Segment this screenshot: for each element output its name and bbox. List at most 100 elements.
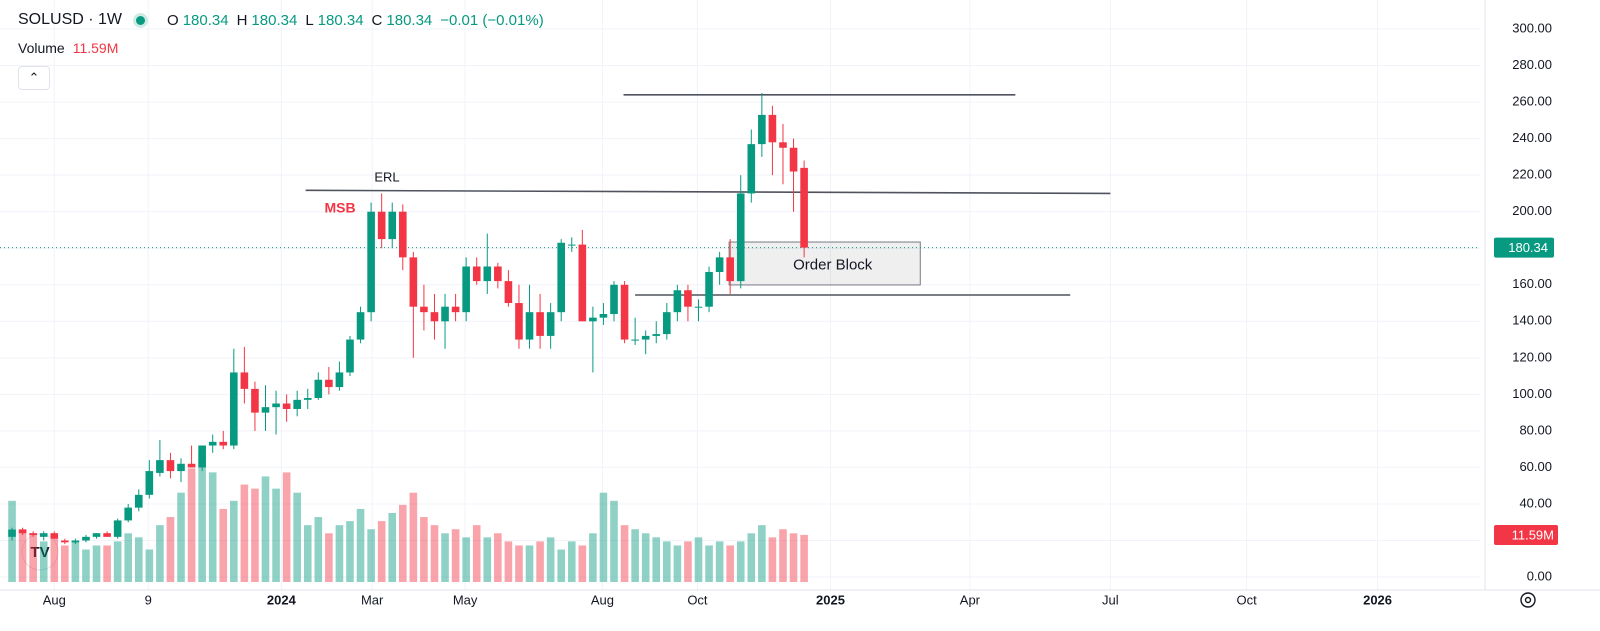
volume-bar: [134, 537, 143, 582]
y-tick-label: 100.00: [1512, 386, 1552, 401]
volume-bar: [715, 541, 724, 582]
volume-bar: [156, 525, 164, 582]
candle-body: [187, 463, 196, 468]
volume-bar: [145, 549, 154, 582]
ohlc-value: 180.34: [182, 11, 229, 29]
candle-body: [367, 211, 375, 313]
volume-bar: [578, 545, 587, 582]
candle-body: [39, 533, 48, 537]
candle-body: [620, 284, 629, 340]
volume-bar: [631, 529, 639, 582]
x-tick-label: 2026: [1363, 592, 1392, 607]
candle-body: [663, 312, 671, 335]
svg-text:TV: TV: [30, 544, 49, 561]
candle-body: [103, 533, 111, 537]
x-tick-label: May: [453, 592, 478, 607]
candle-body: [758, 114, 766, 145]
y-tick-label: 40.00: [1519, 495, 1552, 510]
volume-bar: [377, 521, 386, 582]
candle-body: [61, 540, 69, 543]
volume-bar: [694, 537, 703, 582]
volume-bar: [293, 492, 301, 582]
msb-label: MSB: [324, 200, 355, 216]
candle-body: [578, 244, 587, 322]
order-block: [728, 241, 921, 286]
y-tick-label: 200.00: [1512, 203, 1552, 218]
candle-body: [599, 313, 608, 318]
volume-bar: [525, 545, 534, 582]
volume-bar: [663, 541, 671, 582]
candle-body: [134, 494, 143, 508]
candle-body: [388, 211, 397, 240]
erl-label: ERL: [374, 169, 399, 184]
volume-bar: [230, 500, 238, 582]
x-tick-label: Oct: [687, 592, 708, 607]
candle-body: [124, 507, 133, 521]
settings-icon[interactable]: [1520, 592, 1536, 608]
ohlc-key: O: [167, 11, 179, 29]
volume-bar: [800, 534, 808, 582]
volume-bar: [726, 545, 734, 582]
volume-bar: [71, 541, 80, 582]
volume-bar: [187, 468, 196, 582]
candle-body: [71, 540, 80, 543]
candle-body: [673, 290, 682, 313]
candle-body: [652, 334, 661, 336]
y-tick-label: 0.00: [1527, 568, 1552, 583]
candle-body: [18, 529, 27, 534]
volume-bar: [652, 537, 661, 582]
candle-body: [261, 407, 270, 413]
candle-body: [82, 536, 90, 541]
candle-body: [536, 312, 544, 336]
x-tick-label: 2025: [816, 592, 845, 607]
volume-legend: Volume 11.59M: [18, 40, 118, 56]
volume-bar: [420, 517, 428, 582]
collapse-button[interactable]: ⌃: [18, 66, 50, 90]
volume-bar: [282, 472, 291, 582]
y-tick-label: 160.00: [1512, 276, 1552, 291]
candle-body: [251, 388, 259, 413]
volume-bar: [610, 500, 618, 582]
x-tick-label: 2024: [267, 592, 297, 607]
y-tick-label: 240.00: [1512, 130, 1552, 145]
y-tick-label: 120.00: [1512, 349, 1552, 364]
volume-bar: [39, 541, 48, 582]
ohlc-key: L: [305, 11, 314, 29]
candle-body: [335, 372, 344, 388]
volume-bar: [483, 537, 492, 582]
ohlc-key: C: [371, 11, 383, 29]
y-tick-label: 220.00: [1512, 167, 1552, 182]
volume-bar: [515, 545, 523, 582]
candle-body: [800, 167, 808, 248]
change: −0.01 (−0.01%): [440, 11, 544, 29]
x-tick-label: 9: [145, 592, 152, 607]
candle-body: [303, 398, 312, 400]
candle-body: [589, 317, 597, 322]
volume-bar: [546, 537, 555, 582]
candle-body: [451, 306, 460, 313]
volume-bar: [768, 537, 777, 582]
candle-body: [441, 306, 449, 322]
volume-bar: [430, 525, 439, 582]
volume-bar: [673, 545, 682, 582]
volume-bar: [208, 472, 217, 582]
x-tick-label: Mar: [361, 592, 384, 607]
volume-bar: [61, 545, 69, 582]
volume-bar: [747, 533, 756, 582]
ohlc-value: 180.34: [386, 11, 433, 29]
volume-bar: [684, 541, 692, 582]
volume-bar: [303, 525, 312, 582]
candle-body: [557, 242, 566, 313]
candle-body: [272, 403, 280, 408]
candle-body: [768, 114, 777, 143]
volume-bar: [272, 488, 280, 582]
volume-bar: [92, 545, 101, 582]
volume-bar: [705, 545, 713, 582]
volume-bar: [240, 484, 249, 582]
volume-bar: [567, 541, 576, 582]
symbol[interactable]: SOLUSD · 1W: [18, 11, 123, 28]
ohlc-value: 180.34: [251, 11, 298, 29]
candle-body: [92, 533, 101, 537]
candle-body: [694, 306, 703, 308]
